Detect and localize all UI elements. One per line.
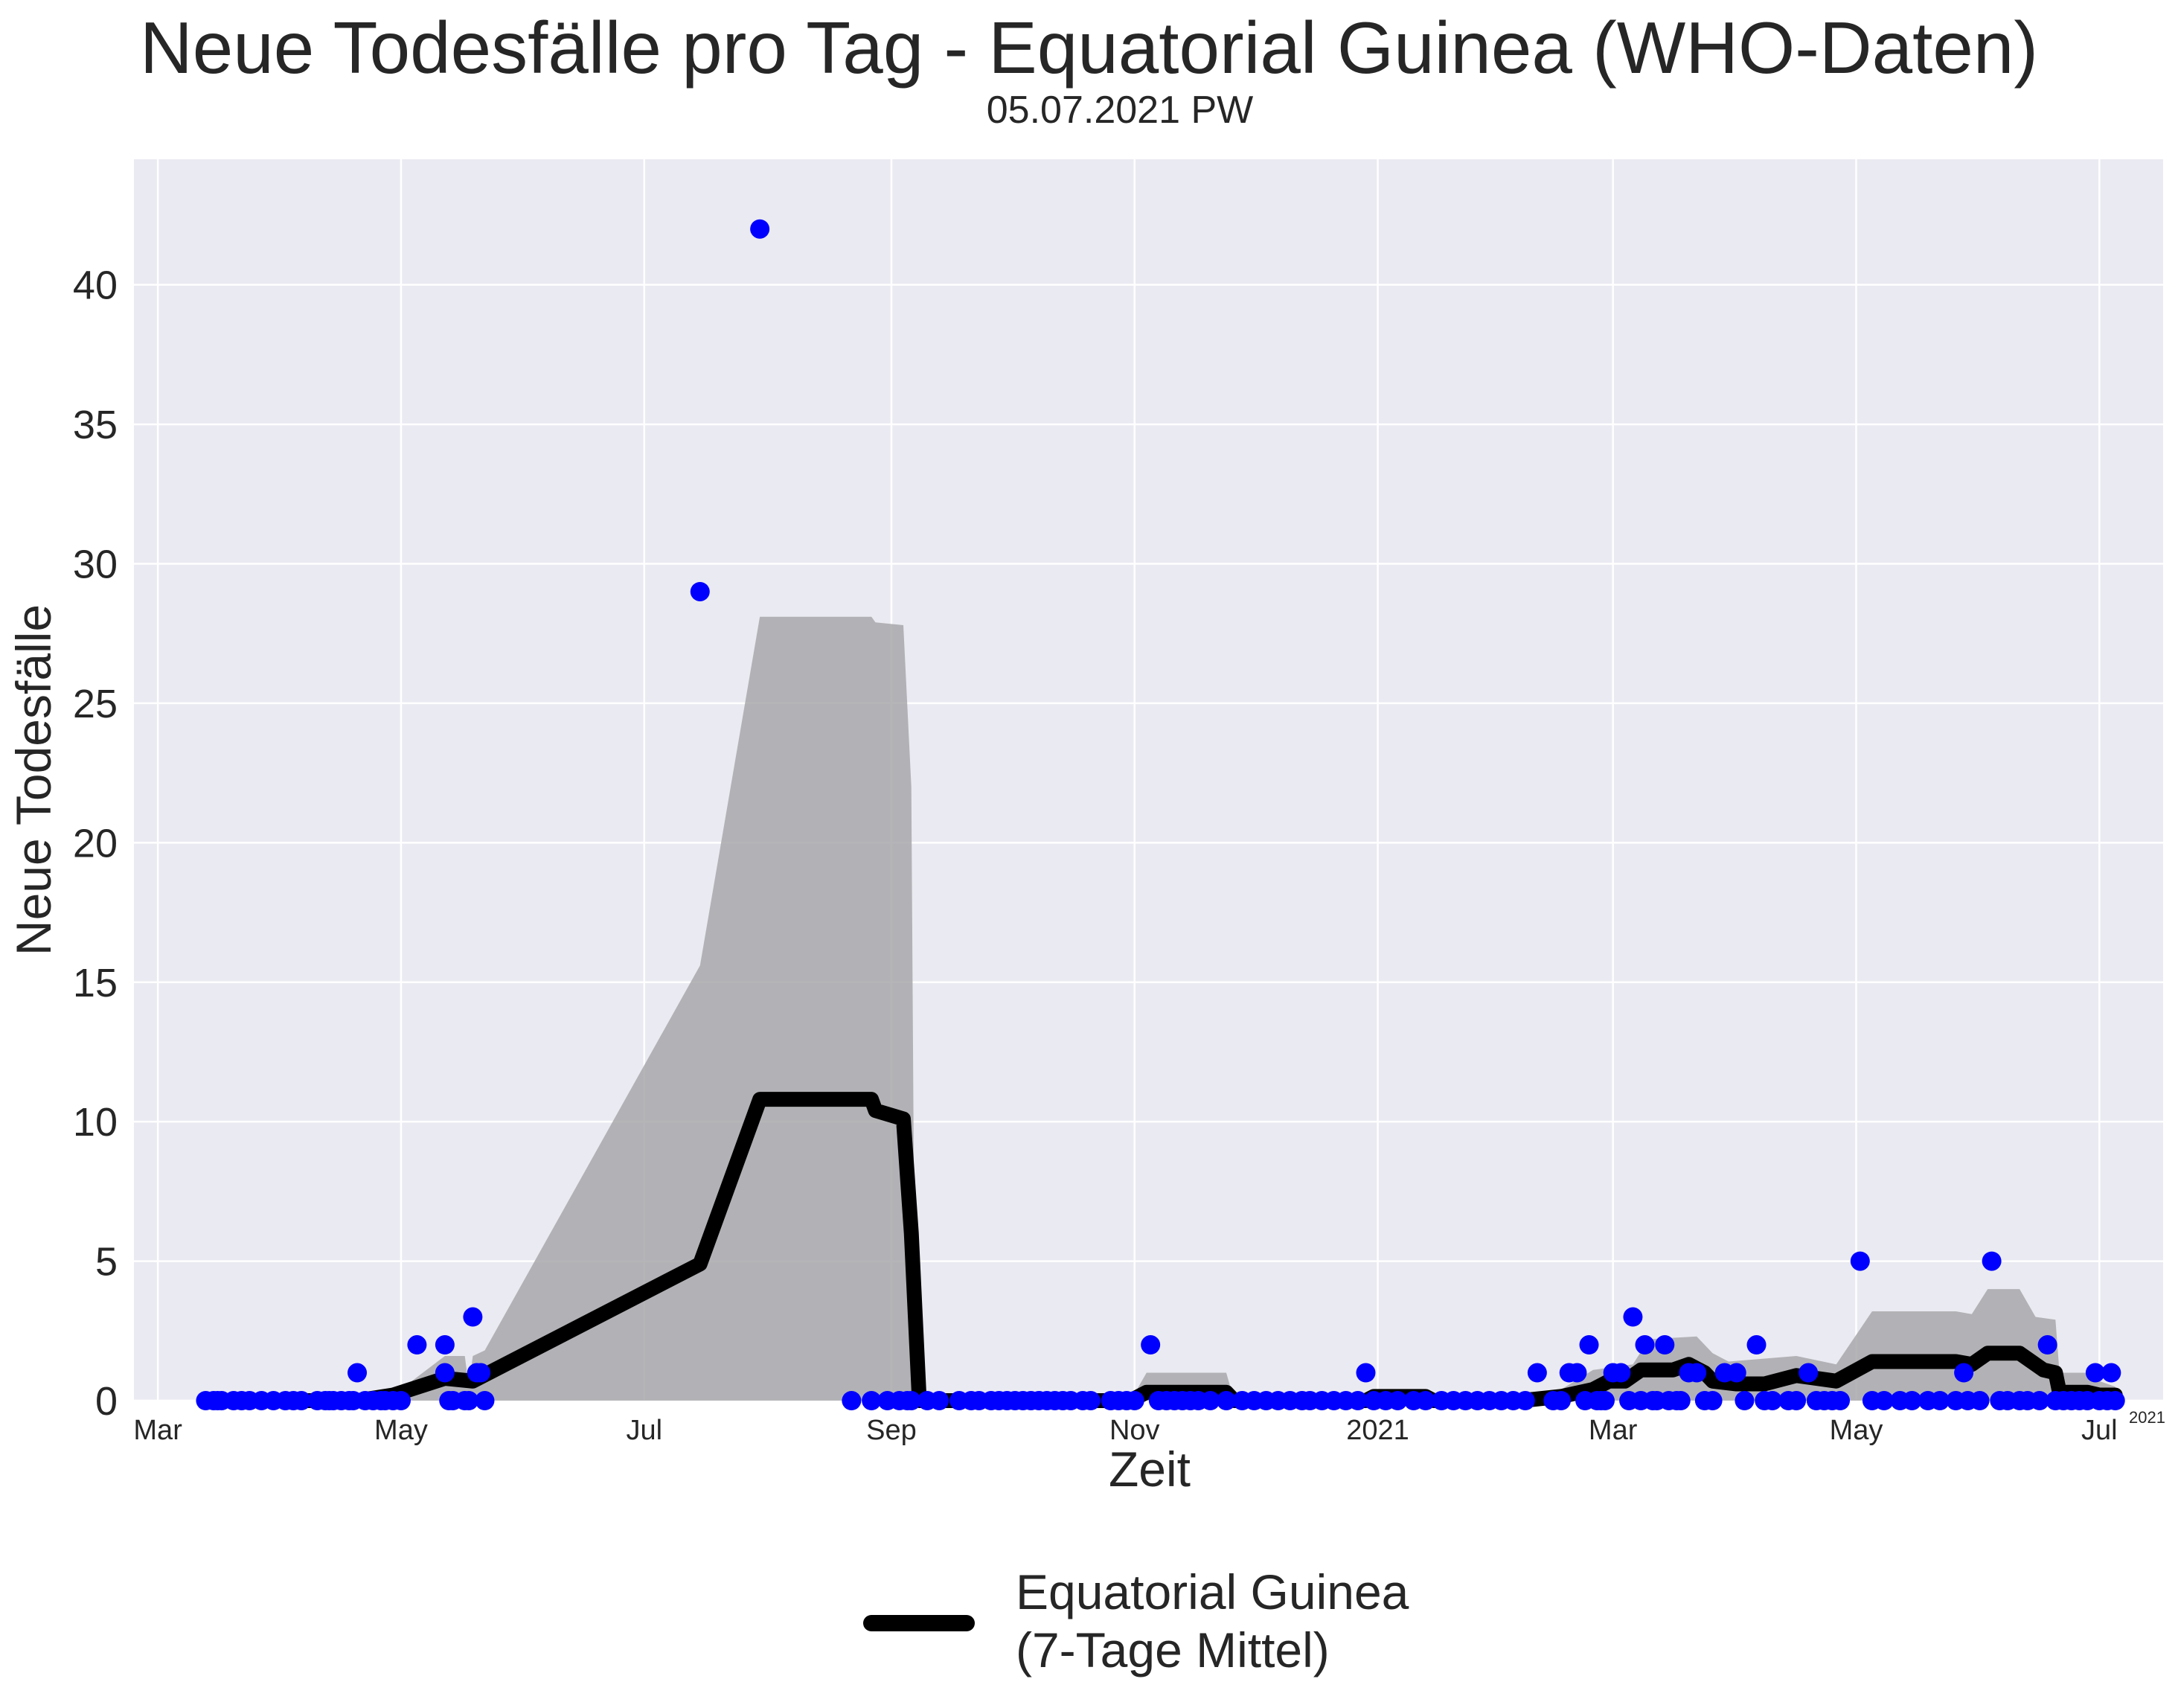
x-tick-label: May: [1830, 1415, 1883, 1446]
y-tick-label: 10: [73, 1100, 118, 1145]
data-point: [901, 1391, 921, 1410]
data-point: [1388, 1391, 1408, 1410]
data-point: [1831, 1391, 1851, 1410]
x-tick-label: May: [374, 1415, 428, 1446]
data-point: [1762, 1391, 1782, 1410]
data-point: [1348, 1391, 1368, 1410]
chart-subtitle: 05.07.2021 PW: [986, 89, 1254, 132]
y-tick-label: 35: [73, 403, 118, 447]
y-tick-label: 30: [73, 543, 118, 587]
data-point: [1687, 1363, 1707, 1383]
data-point: [2037, 1335, 2057, 1355]
data-point: [347, 1363, 368, 1383]
data-point: [407, 1335, 427, 1355]
data-point: [1579, 1335, 1599, 1355]
x-tick-label: Mar: [1589, 1415, 1638, 1446]
data-point: [2085, 1363, 2105, 1383]
data-point: [1635, 1335, 1655, 1355]
x-tick-label: Jul: [2081, 1415, 2118, 1446]
line-layer: [198, 1092, 2123, 1408]
data-point: [2105, 1391, 2125, 1410]
data-point: [435, 1335, 455, 1355]
confidence-band: [205, 616, 2115, 1401]
y-tick-label: 20: [73, 821, 118, 866]
data-point: [1902, 1391, 1922, 1410]
data-point: [1929, 1391, 1950, 1410]
data-point: [1787, 1391, 1807, 1410]
y-tick-label: 5: [95, 1240, 118, 1285]
data-point: [1726, 1363, 1746, 1383]
y-tick-label: 40: [73, 263, 118, 308]
scatter-layer: [196, 219, 2125, 1410]
data-point: [1551, 1391, 1572, 1410]
data-point: [862, 1391, 882, 1410]
data-point: [1124, 1391, 1144, 1410]
data-point: [1415, 1391, 1435, 1410]
data-point: [2029, 1391, 2049, 1410]
data-point: [1623, 1307, 1643, 1327]
data-point: [1567, 1363, 1587, 1383]
data-point: [1527, 1363, 1547, 1383]
chart-title: Neue Todesfälle pro Tag - Equatorial Gui…: [139, 7, 2039, 89]
data-point: [1671, 1391, 1691, 1410]
data-point: [1515, 1391, 1535, 1410]
data-point: [292, 1391, 312, 1410]
data-point: [750, 219, 770, 239]
x-tick-label: Sep: [866, 1415, 917, 1446]
y-axis-label: Neue Todesfälle: [6, 604, 61, 956]
data-point: [1080, 1391, 1101, 1410]
data-point: [1982, 1251, 2002, 1271]
data-point: [463, 1307, 483, 1327]
data-point: [475, 1391, 495, 1410]
y-tick-label: 25: [73, 682, 118, 726]
x-tick-labels: Mar May Jul Sep Nov 2021 Mar May Jul: [133, 1415, 2117, 1446]
data-point: [690, 581, 710, 601]
x-tick-label: Mar: [133, 1415, 182, 1446]
plot-area: [134, 159, 2163, 1401]
series-line-7day-mean: [198, 1092, 2123, 1408]
legend: Equatorial Guinea (7-Tage Mittel): [848, 1563, 1518, 1689]
data-point: [1141, 1335, 1161, 1355]
y-tick-labels: 0 5 10 15 20 25 30 35 40: [73, 263, 118, 1424]
data-point: [435, 1363, 455, 1383]
data-point: [459, 1391, 479, 1410]
data-point: [1799, 1363, 1819, 1383]
legend-line-swatch: [863, 1615, 975, 1631]
data-point: [391, 1391, 411, 1410]
x-offset-label: 2021: [2129, 1408, 2165, 1427]
data-point: [1216, 1391, 1236, 1410]
y-tick-label: 0: [95, 1379, 118, 1424]
data-point: [1735, 1391, 1755, 1410]
data-point: [1954, 1363, 1974, 1383]
band-layer: [205, 616, 2115, 1401]
x-tick-label: 2021: [1346, 1415, 1409, 1446]
legend-label: Equatorial Guinea (7-Tage Mittel): [1016, 1564, 1409, 1677]
data-point: [2101, 1363, 2121, 1383]
data-point: [1611, 1363, 1631, 1383]
data-point: [1200, 1391, 1220, 1410]
data-point: [471, 1363, 491, 1383]
data-point: [1655, 1335, 1675, 1355]
data-point: [1874, 1391, 1894, 1410]
data-point: [1595, 1391, 1615, 1410]
x-axis-label: Zeit: [1109, 1442, 1191, 1497]
y-tick-label: 15: [73, 961, 118, 1005]
x-tick-label: Jul: [626, 1415, 662, 1446]
data-point: [1356, 1363, 1376, 1383]
data-point: [842, 1391, 862, 1410]
data-point: [929, 1391, 949, 1410]
x-tick-label: Nov: [1109, 1415, 1160, 1446]
data-point: [1970, 1391, 1990, 1410]
data-point: [1746, 1335, 1767, 1355]
data-point: [1850, 1251, 1870, 1271]
data-point: [1703, 1391, 1723, 1410]
